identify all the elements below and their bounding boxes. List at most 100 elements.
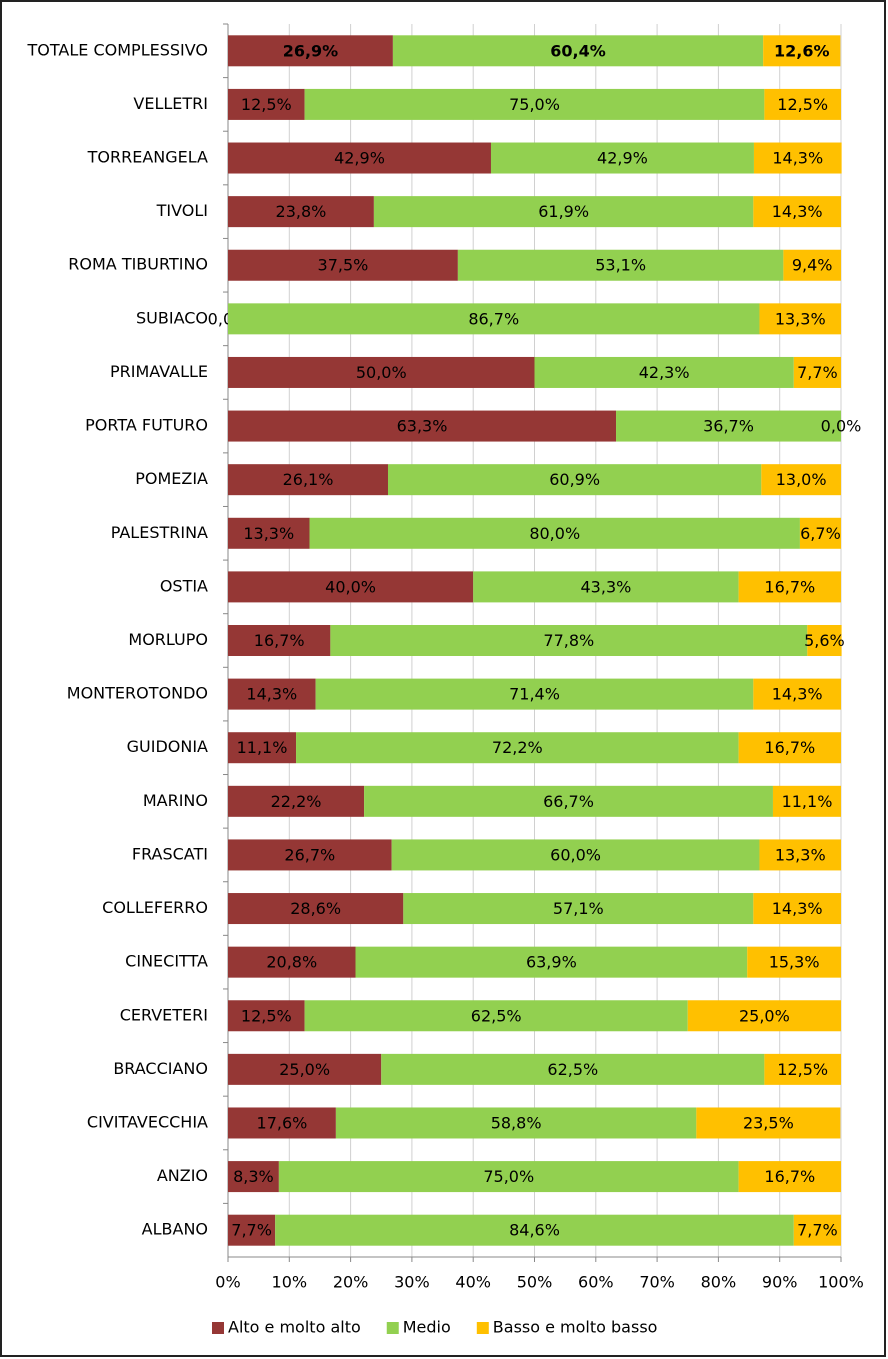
x-tick-label: 60% [578, 1273, 614, 1292]
bar-segment [381, 1053, 765, 1085]
y-tick-label: TIVOLI [156, 201, 208, 220]
y-tick-label: TORREANGELA [87, 148, 208, 167]
x-tick-label: 30% [394, 1273, 430, 1292]
bar-segment [763, 35, 841, 67]
value-label: 13,3% [243, 524, 294, 543]
bar-segment [228, 678, 316, 710]
value-label: 26,9% [283, 41, 339, 60]
value-label: 12,5% [241, 1006, 292, 1025]
value-label: 14,3% [772, 149, 823, 168]
value-label: 75,0% [509, 95, 560, 114]
value-label: 42,3% [639, 363, 690, 382]
value-label: 40,0% [325, 577, 376, 596]
value-label: 43,3% [581, 577, 632, 596]
y-tick-label: POMEZIA [135, 469, 208, 488]
value-label: 12,5% [777, 95, 828, 114]
value-label: 5,6% [804, 631, 845, 650]
bar-segment [364, 785, 773, 817]
value-label: 66,7% [543, 792, 594, 811]
bar-segment [228, 1000, 305, 1032]
bar-segment [490, 142, 754, 174]
bar-segment [228, 1053, 382, 1085]
value-label: 25,0% [279, 1060, 330, 1079]
value-label: 50,0% [356, 363, 407, 382]
bar-segment [753, 196, 841, 228]
y-tick-label: TOTALE COMPLESSIVO [27, 40, 208, 59]
y-tick-label: VELLETRI [133, 94, 208, 113]
y-tick-label: ANZIO [157, 1166, 208, 1185]
value-label: 13,0% [776, 470, 827, 489]
value-label: 60,9% [549, 470, 600, 489]
value-label: 13,3% [775, 845, 826, 864]
y-tick-label: ALBANO [142, 1220, 208, 1239]
bar-segment [761, 464, 841, 496]
value-label: 53,1% [595, 256, 646, 275]
bar-segment [335, 1107, 697, 1139]
bar-segment [764, 88, 841, 120]
value-label: 7,7% [231, 1221, 272, 1240]
value-label: 7,7% [797, 363, 838, 382]
bar-segment [534, 356, 794, 388]
value-label: 16,7% [254, 631, 305, 650]
x-tick-label: 0% [215, 1273, 240, 1292]
value-label: 26,7% [284, 845, 335, 864]
bar-segment [793, 356, 841, 388]
y-tick-label: ROMA TIBURTINO [68, 255, 208, 274]
value-label: 71,4% [509, 685, 560, 704]
bar-segment [696, 1107, 841, 1139]
bar-segment [759, 839, 841, 871]
value-label: 16,7% [764, 577, 815, 596]
value-label: 20,8% [266, 953, 317, 972]
value-label: 63,9% [526, 953, 577, 972]
value-label: 80,0% [529, 524, 580, 543]
bar-segment [228, 142, 491, 174]
bar-segment [296, 732, 739, 764]
bar-segment [228, 464, 388, 496]
bar-segment [228, 35, 393, 67]
legend-swatch [476, 1322, 489, 1334]
value-label: 15,3% [769, 953, 820, 972]
value-label: 14,3% [772, 899, 823, 918]
x-tick-label: 50% [517, 1273, 553, 1292]
bar-segment [330, 625, 808, 656]
bar-segment [772, 785, 841, 817]
bar-segment [228, 893, 404, 925]
bar-segment [403, 893, 754, 925]
x-tick-label: 100% [818, 1273, 864, 1292]
bar-segment [392, 35, 764, 67]
bar-segment [228, 785, 365, 817]
value-label: 16,7% [764, 1167, 815, 1186]
bar-segment [783, 249, 841, 281]
value-label: 11,1% [237, 738, 288, 757]
bar-segment [228, 625, 331, 656]
value-label: 23,5% [743, 1113, 794, 1132]
bar-segment [228, 196, 374, 228]
value-label: 63,3% [397, 417, 448, 436]
y-tick-label: OSTIA [160, 576, 208, 595]
bar-segment [759, 303, 841, 335]
x-tick-label: 70% [639, 1273, 675, 1292]
bar-segment [304, 88, 765, 120]
bar-segment [391, 839, 760, 871]
value-label: 22,2% [271, 792, 322, 811]
value-label: 12,5% [777, 1060, 828, 1079]
bar-segment [799, 517, 841, 549]
value-label: 72,2% [492, 738, 543, 757]
bar-segment [228, 517, 310, 549]
bar-segment [228, 356, 535, 388]
value-label: 7,7% [797, 1221, 838, 1240]
value-label: 36,7% [703, 417, 754, 436]
y-tick-label: MORLUPO [128, 630, 208, 649]
bar-segment [304, 1000, 688, 1032]
value-label: 58,8% [491, 1113, 542, 1132]
y-tick-label: CINECITTA [125, 952, 208, 971]
value-label: 17,6% [257, 1113, 308, 1132]
value-label: 60,0% [550, 845, 601, 864]
value-label: 61,9% [538, 202, 589, 221]
y-tick-label: MONTEROTONDO [67, 684, 208, 703]
value-label: 86,7% [468, 309, 519, 328]
y-tick-label: CIVITAVECCHIA [87, 1112, 208, 1131]
y-tick-label: BRACCIANO [113, 1059, 208, 1078]
value-label: 12,6% [774, 41, 830, 60]
